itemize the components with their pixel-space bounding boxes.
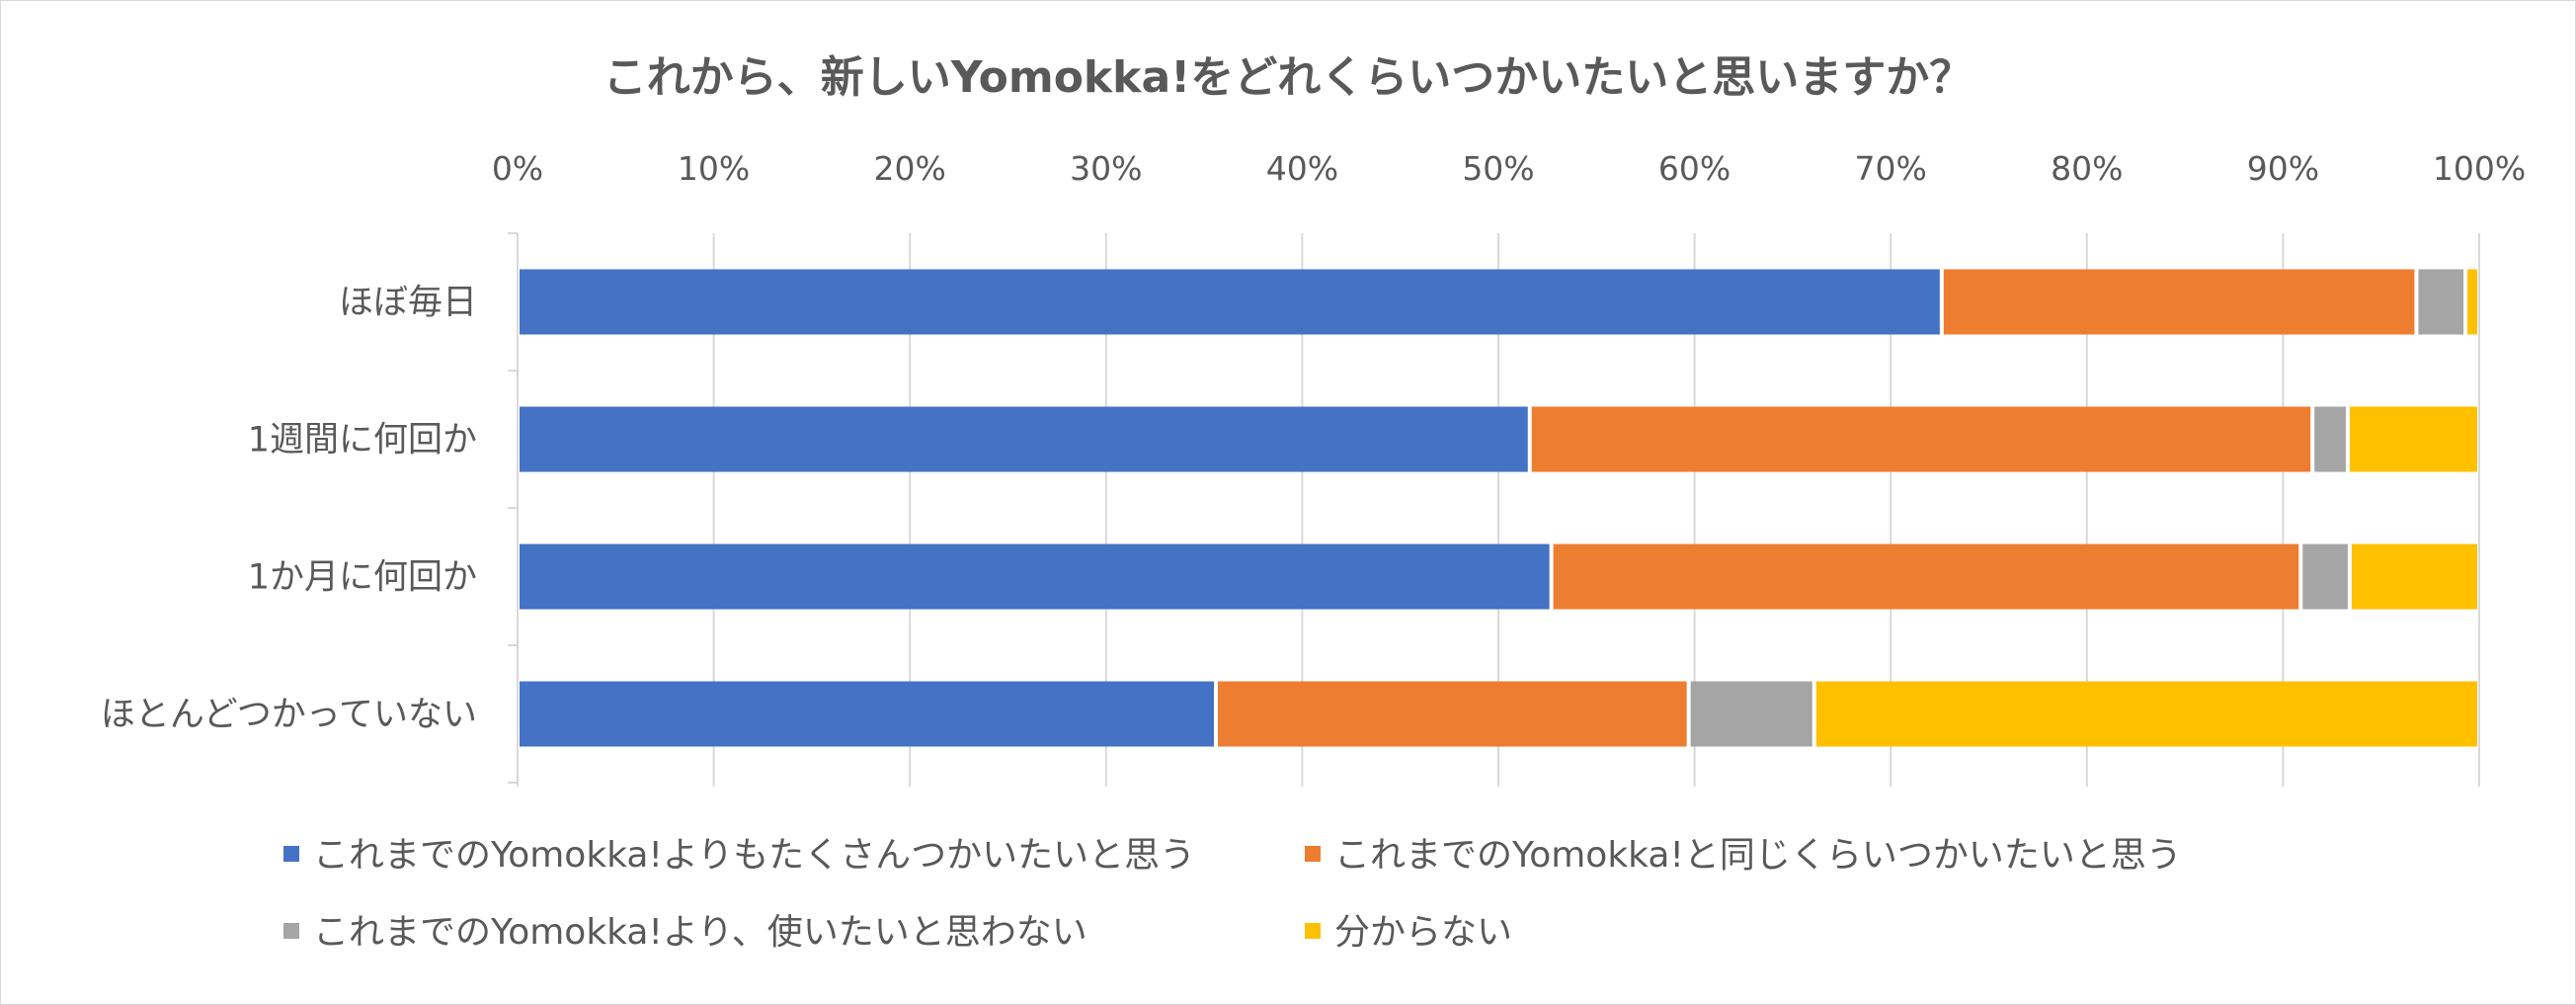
bar-segment	[1531, 406, 2311, 472]
bar-segment	[2351, 544, 2477, 610]
x-tick-label: 80%	[2051, 149, 2123, 188]
x-tick-label: 100%	[2433, 149, 2526, 188]
legend-swatch	[1305, 923, 1321, 939]
x-tick-label: 0%	[492, 149, 543, 188]
bar-segment	[520, 406, 1528, 472]
legend: これまでのYomokka!よりもたくさんつかいたいと思う これまでのYomokka…	[283, 835, 2182, 953]
category-axis	[508, 232, 519, 787]
bars	[520, 269, 2477, 747]
legend-swatch	[283, 846, 299, 862]
category-label: ほぼ毎日	[339, 284, 477, 323]
x-axis-tick-labels: 0% 10% 20% 30% 40% 50% 60% 70% 80% 90% 100%	[492, 149, 2526, 188]
legend-swatch	[283, 923, 299, 939]
bar-segment	[2418, 269, 2464, 335]
bar-segment	[2302, 544, 2348, 610]
x-tick-label: 40%	[1266, 149, 1338, 188]
bar-segment	[520, 544, 1550, 610]
x-tick-label: 50%	[1462, 149, 1534, 188]
x-tick-label: 60%	[1658, 149, 1731, 188]
bar-segment	[1815, 681, 2477, 747]
x-tick-label: 30%	[1070, 149, 1142, 188]
bar-segment	[1943, 269, 2415, 335]
legend-label: これまでのYomokka!より、使いたいと思わない	[313, 912, 1087, 953]
legend-label: これまでのYomokka!と同じくらいつかいたいと思う	[1334, 835, 2182, 876]
bar-segment	[1553, 544, 2299, 610]
bar-segment	[520, 681, 1215, 747]
chart-title: これから、新しいYomokka!をどれくらいつかいたいと思いますか？	[604, 52, 1972, 103]
legend-label: 分からない	[1334, 912, 1512, 953]
legend-swatch	[1305, 846, 1321, 862]
bar-segment	[1690, 681, 1812, 747]
bar-segment	[2467, 269, 2477, 335]
bar-segment	[2314, 406, 2346, 472]
category-label: 1か月に何回か	[248, 558, 477, 598]
bar-segment	[2349, 406, 2477, 472]
bar-segment	[1218, 681, 1687, 747]
x-tick-label: 10%	[678, 149, 750, 188]
legend-label: これまでのYomokka!よりもたくさんつかいたいと思う	[313, 835, 1195, 876]
bar-segment	[520, 269, 1940, 335]
x-tick-label: 70%	[1855, 149, 1927, 188]
x-tick-label: 90%	[2247, 149, 2319, 188]
category-label: ほとんどつかっていない	[101, 696, 477, 735]
category-label: 1週間に何回か	[248, 421, 477, 461]
x-tick-label: 20%	[874, 149, 946, 188]
